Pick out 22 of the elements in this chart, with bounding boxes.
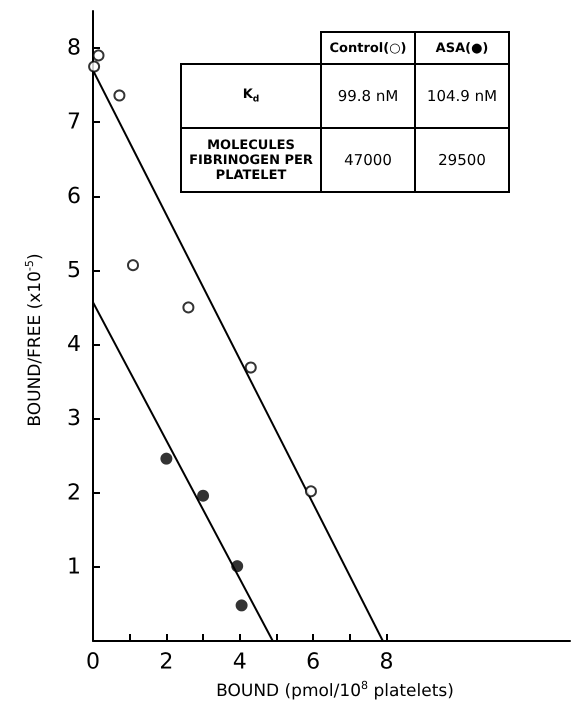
y-tick-label: 6 [67, 184, 81, 209]
x-tick-label: 8 [380, 650, 394, 674]
y-tick-label: 5 [67, 258, 81, 283]
y-tick-label: 1 [67, 554, 81, 580]
annotation: 47000 [321, 128, 415, 192]
annotation: 99.8 nM [321, 64, 415, 128]
annotation: 29500 [415, 128, 509, 192]
y-tick-label: 3 [67, 406, 81, 432]
y-tick-label: 4 [67, 332, 81, 358]
annotation: K$_{d}$ [181, 64, 321, 128]
y-tick-label: 8 [67, 36, 81, 61]
y-tick-label: 7 [67, 110, 81, 135]
y-tick-label: 2 [67, 480, 81, 506]
x-tick-label: 0 [86, 650, 100, 674]
annotation: Control(○) [321, 32, 415, 64]
x-axis-title: BOUND (pmol/10$^{8}$ platelets) [216, 679, 454, 701]
x-tick-label: 2 [159, 650, 174, 674]
annotation: MOLECULES FIBRINOGEN PER PLATELET [181, 128, 321, 192]
x-tick-label: 6 [306, 650, 320, 674]
x-tick-label: 4 [232, 650, 247, 674]
annotation: ASA(●) [415, 32, 509, 64]
annotation: 104.9 nM [415, 64, 509, 128]
